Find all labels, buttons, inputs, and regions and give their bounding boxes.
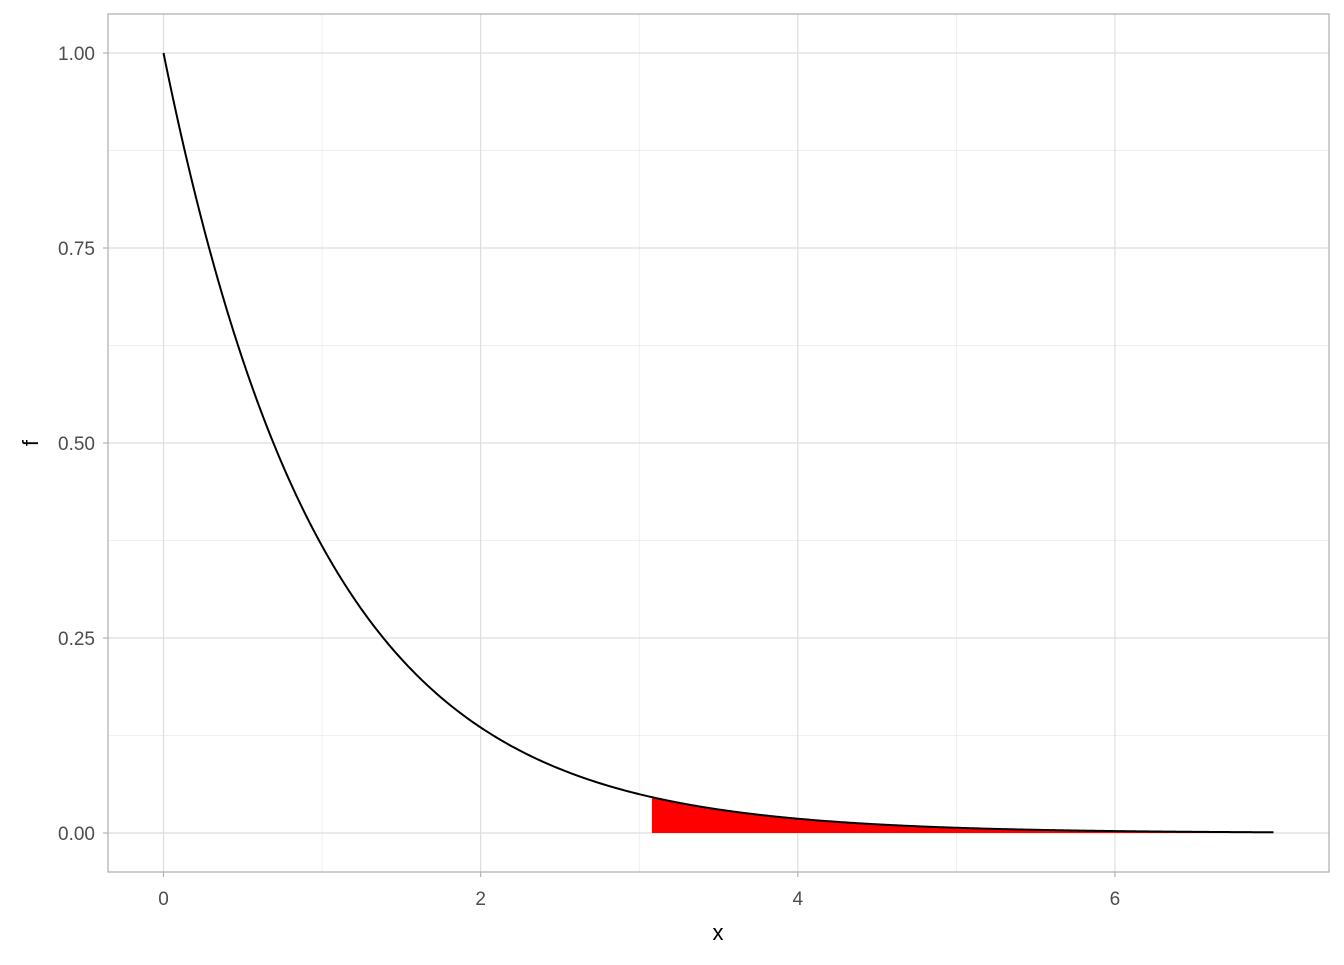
grid xyxy=(108,14,1329,872)
y-axis: 0.00 0.25 0.50 0.75 1.00 xyxy=(58,44,108,845)
density-curve xyxy=(162,52,1274,834)
x-axis-label: x xyxy=(713,920,724,945)
y-tick-label: 0.00 xyxy=(58,824,95,845)
x-axis: 0 2 4 6 xyxy=(158,872,1120,910)
y-tick-label: 0.75 xyxy=(58,239,95,260)
x-tick-label: 2 xyxy=(475,889,486,910)
y-tick-label: 0.25 xyxy=(58,629,95,650)
y-tick-label: 0.50 xyxy=(58,434,95,455)
x-tick-label: 0 xyxy=(158,889,169,910)
x-tick-label: 6 xyxy=(1110,889,1121,910)
shaded-tail-area xyxy=(651,797,1274,833)
y-axis-label: f xyxy=(18,439,43,446)
y-tick-label: 1.00 xyxy=(58,44,95,65)
x-tick-label: 4 xyxy=(792,889,803,910)
